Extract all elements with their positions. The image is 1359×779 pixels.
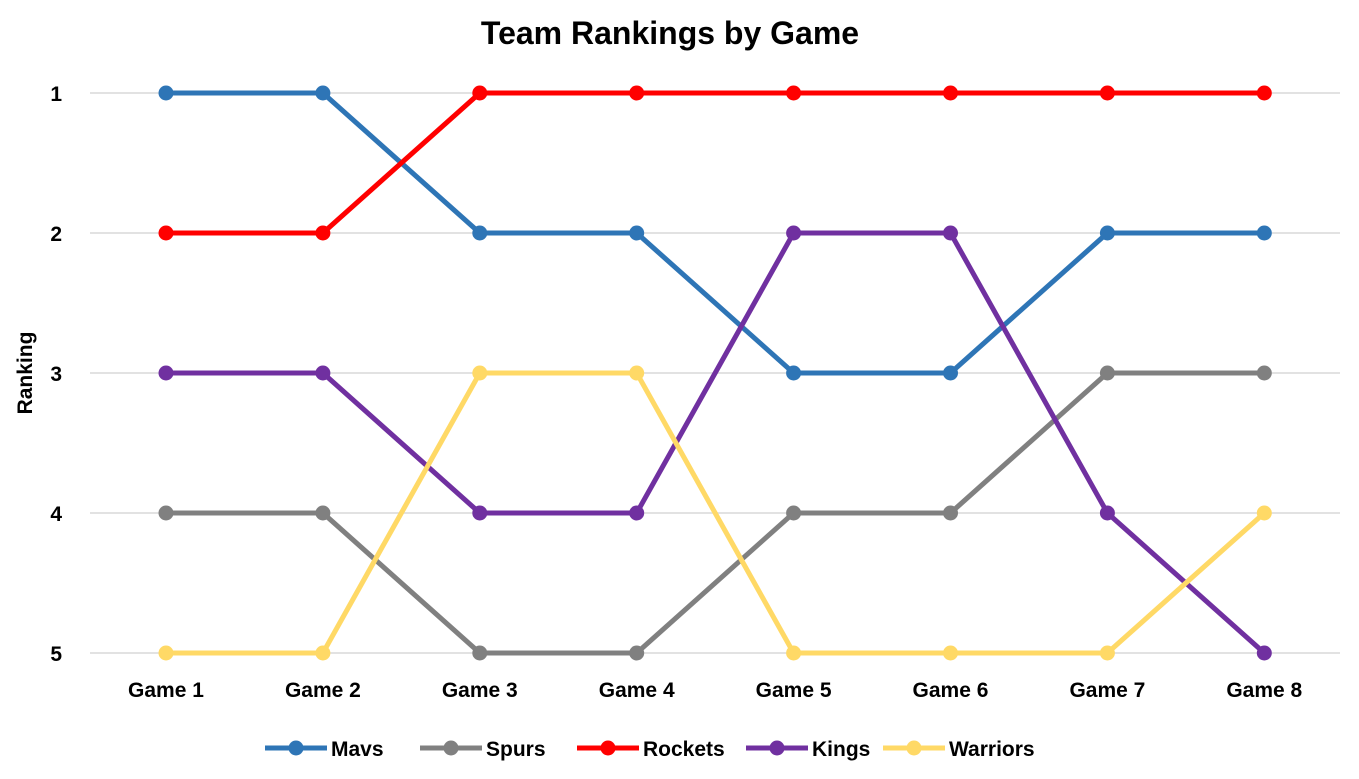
data-point — [629, 365, 645, 381]
data-point — [315, 645, 331, 661]
series-line — [166, 90, 1265, 236]
data-point — [786, 225, 802, 241]
legend-label: Mavs — [331, 738, 384, 761]
data-point — [943, 365, 958, 381]
data-point — [1099, 505, 1115, 521]
data-point — [1256, 225, 1272, 241]
data-point — [472, 505, 488, 521]
x-tick-label: Game 1 — [128, 679, 204, 702]
series-line — [166, 90, 1265, 376]
data-point — [158, 645, 174, 661]
data-point — [1099, 225, 1115, 241]
data-point — [1099, 85, 1115, 101]
data-point — [786, 645, 802, 661]
data-point — [158, 85, 174, 101]
legend-item-rockets: Rockets — [577, 738, 725, 761]
series-kings — [158, 225, 1272, 661]
series-line — [166, 370, 1266, 656]
y-tick-label: 4 — [50, 503, 62, 526]
legend-marker — [769, 740, 785, 756]
data-point — [315, 505, 331, 521]
legend-label: Warriors — [949, 738, 1035, 761]
series-spurs — [158, 365, 1272, 661]
y-tick-label: 1 — [50, 83, 62, 106]
data-point — [943, 85, 958, 101]
data-point — [472, 645, 488, 661]
data-point — [1256, 645, 1272, 661]
data-point — [315, 85, 331, 101]
legend-item-spurs: Spurs — [420, 738, 546, 761]
x-tick-label: Game 3 — [442, 679, 518, 702]
data-point — [786, 365, 802, 381]
data-point — [1256, 505, 1272, 521]
data-point — [786, 505, 802, 521]
series-mavs — [158, 85, 1272, 381]
legend-label: Kings — [812, 738, 870, 761]
x-tick-label: Game 2 — [285, 679, 361, 702]
data-point — [1099, 645, 1115, 661]
data-point — [472, 365, 488, 381]
x-tick-label: Game 5 — [756, 679, 832, 702]
legend-label: Rockets — [643, 738, 725, 761]
data-point — [1256, 85, 1272, 101]
series-rockets — [158, 85, 1272, 241]
data-point — [786, 85, 802, 101]
x-tick-label: Game 6 — [913, 679, 989, 702]
data-point — [943, 225, 958, 241]
data-point — [315, 225, 331, 241]
data-point — [315, 365, 331, 381]
data-point — [472, 85, 488, 101]
data-point — [629, 505, 645, 521]
data-point — [943, 505, 958, 521]
data-point — [943, 645, 958, 661]
x-tick-label: Game 7 — [1069, 679, 1145, 702]
legend-item-kings: Kings — [746, 738, 870, 761]
y-tick-label: 5 — [50, 643, 62, 666]
x-tick-label: Game 8 — [1226, 679, 1302, 702]
data-point — [158, 365, 174, 381]
data-point — [472, 225, 488, 241]
legend-marker — [906, 740, 922, 756]
data-point — [629, 85, 645, 101]
y-axis-label: Ranking — [14, 332, 37, 415]
data-point — [629, 225, 645, 241]
chart-title: Team Rankings by Game — [481, 15, 859, 51]
series-line — [166, 370, 1265, 656]
series-line — [166, 230, 1266, 655]
y-tick-label: 3 — [50, 363, 62, 386]
data-point — [158, 505, 174, 521]
legend-marker — [600, 740, 616, 756]
data-point — [1099, 365, 1115, 381]
x-tick-label: Game 4 — [599, 679, 675, 702]
legend-label: Spurs — [486, 738, 546, 761]
legend-item-warriors: Warriors — [883, 738, 1035, 761]
legend-item-mavs: Mavs — [265, 738, 384, 761]
data-point — [158, 225, 174, 241]
y-tick-label: 2 — [50, 223, 62, 246]
data-point — [1256, 365, 1272, 381]
legend-marker — [288, 740, 304, 756]
series-warriors — [158, 365, 1272, 661]
data-point — [629, 645, 645, 661]
legend-marker — [443, 740, 459, 756]
